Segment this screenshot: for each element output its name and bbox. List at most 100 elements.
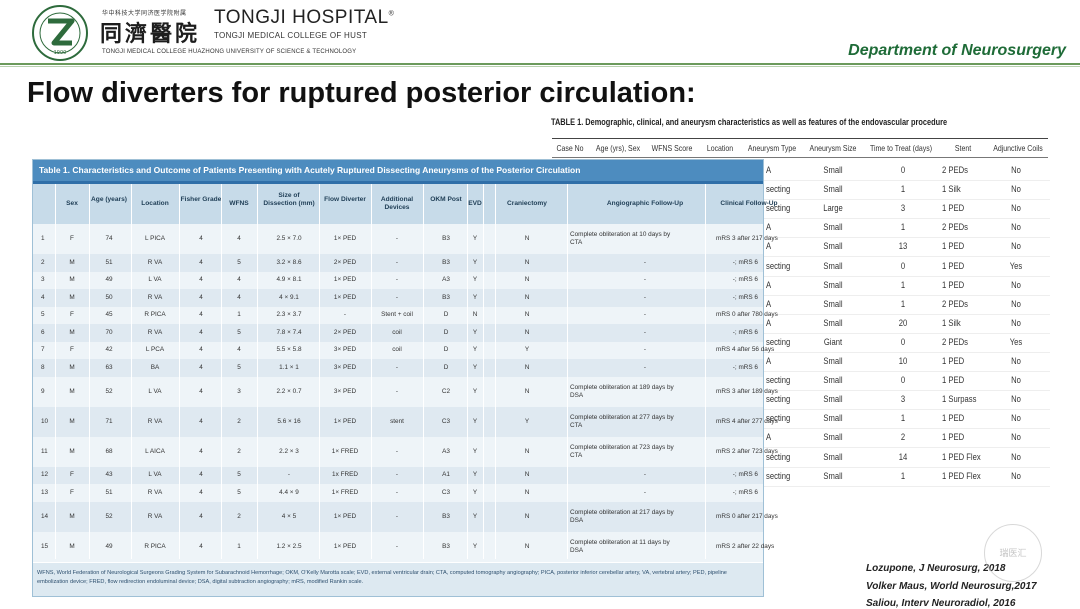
- table1-header-cell: Sex: [66, 200, 78, 207]
- table1-cell: 4: [199, 328, 203, 336]
- table1-cell: 1: [237, 311, 241, 319]
- table2-cell: A: [766, 356, 772, 366]
- table2-cell: Small: [823, 260, 843, 271]
- table1-cell: 4: [199, 387, 203, 395]
- table2-cell: 0: [900, 165, 906, 175]
- table1-cell: N: [472, 311, 478, 319]
- table2-cell: Yes: [1009, 260, 1023, 271]
- table1-cell: -; mRS 6: [732, 276, 758, 284]
- table2-cell: Small: [823, 317, 843, 328]
- table-row: A Small 2 1 PED No: [764, 428, 1050, 449]
- table2-cell: Small: [823, 394, 843, 405]
- table1-cell: -: [643, 363, 647, 371]
- table1-header-cell: OKM Post: [430, 196, 462, 203]
- department-name: Department of Neurosurgery: [848, 42, 1066, 59]
- table1-cell: 71: [105, 417, 113, 425]
- table2-cell: 1: [900, 279, 906, 290]
- table1-cell: 4: [199, 447, 203, 455]
- table1-cell: -: [643, 328, 647, 336]
- table1-cell: -: [395, 293, 399, 301]
- table-row: secting Small 0 1 PED No: [764, 371, 1050, 392]
- table1-cell: 52: [105, 387, 113, 395]
- table2-top-rule: [552, 138, 1048, 139]
- table1-cell: F: [70, 235, 74, 242]
- table1-cell: 50: [105, 293, 113, 301]
- table-row: A Small 1 2 PEDs No: [764, 295, 1050, 315]
- table2-cell: secting: [766, 451, 791, 462]
- table-row: A Small 0 2 PEDs No: [764, 161, 1050, 181]
- table1-cell: R VA: [147, 258, 163, 266]
- table1-cell: 13: [41, 488, 49, 496]
- table2-cell: 1: [900, 470, 906, 481]
- table2-cell: 2 PEDs: [942, 298, 968, 309]
- table2-cell: 1: [900, 413, 906, 424]
- table1-cell: 2.2 × 3: [279, 447, 299, 455]
- table1-footnote: WFNS, World Federation of Neurological S…: [37, 570, 727, 585]
- hospital-name-en: TONGJI HOSPITAL®: [214, 7, 394, 29]
- table2-header-cell: Adjunctive Coils: [993, 143, 1043, 153]
- table1-cell: Y: [524, 346, 530, 354]
- table1-cell: B3: [442, 235, 450, 242]
- table1-cell: 51: [105, 258, 113, 266]
- table1-cell: 2.5 × 7.0: [276, 235, 302, 242]
- table1-cell: M: [69, 512, 75, 520]
- table2-header-cell: Stent: [954, 143, 972, 153]
- table1-cell: 51: [105, 488, 113, 496]
- table1-cell: D: [443, 311, 449, 319]
- table1-cell: 1.1 × 1: [279, 363, 299, 371]
- table1-cell: -: [395, 276, 399, 284]
- table1-cell: 4: [41, 293, 45, 301]
- table-row: 12 F 43 L VA 4 5 - 1x FRED - A1 Y N - -; mRS 6: [33, 466, 763, 485]
- table1-cell: 3× PED: [333, 387, 357, 395]
- table1-cell: 1.2 × 2.5: [276, 542, 302, 550]
- table1-header-cell: Fisher Grade: [180, 196, 222, 203]
- table1-header-cell: Flow Diverter: [324, 196, 366, 203]
- table1-cell: mRS 4 after 277 days: [716, 417, 778, 425]
- table1-header-cell: Additional Devices: [380, 196, 414, 211]
- table1-cell: 3× PED: [333, 346, 357, 354]
- table2-cell: 3: [900, 394, 906, 405]
- table1-cell: 1× PED: [333, 512, 357, 520]
- table1-cell: Y: [472, 542, 478, 550]
- table1-cell: N: [524, 542, 530, 550]
- table1-cell: 2: [237, 447, 241, 455]
- table1-cell: 5: [237, 471, 241, 479]
- table1-cell: F: [70, 311, 74, 319]
- logo-year: 1900: [54, 50, 67, 56]
- table1-cell: -: [395, 542, 399, 550]
- table1-cell: -; mRS 6: [732, 328, 758, 336]
- table2-cell: 1 PED: [942, 203, 965, 214]
- table1-cell: mRS 3 after 189 days: [716, 387, 778, 395]
- table2-cell: secting: [766, 260, 791, 271]
- table1-cell: -: [395, 447, 399, 455]
- table-row: A Small 13 1 PED No: [764, 237, 1050, 258]
- table1-column-divider: [55, 184, 56, 559]
- table2-header-cell: Time to Treat (days): [869, 143, 933, 153]
- table1-cell: N: [524, 328, 530, 336]
- table2-cell: 1 PED: [942, 356, 965, 366]
- table2-cell: Small: [823, 413, 843, 424]
- table1-cell: Stent + coil: [381, 311, 413, 319]
- table1-cell: -: [395, 512, 399, 520]
- table1-header-row: Sex Age (years) Location Fisher Grade WFNS Si…: [33, 184, 778, 224]
- table1-cell: Y: [472, 488, 478, 496]
- table1-cell: Y: [472, 328, 478, 336]
- table1-cell: -: [643, 293, 647, 301]
- table1-cell: Complete obliteration at 10 days by CTA: [570, 231, 671, 246]
- table1-cell: A1: [442, 471, 450, 479]
- table-row: secting Small 1 1 PED Flex No: [764, 467, 1050, 487]
- table2-cell: secting: [766, 470, 791, 481]
- table1-cell: M: [69, 542, 75, 550]
- table1-cell: 3: [41, 276, 45, 284]
- table1-cell: 6: [41, 328, 45, 336]
- table2-cell: 1 PED Flex: [942, 451, 981, 462]
- table2-cell: 1 PED: [942, 375, 965, 386]
- table1-cell: Y: [524, 417, 530, 425]
- table-row: A Small 1 2 PEDs No: [764, 218, 1050, 239]
- table-row: 9 M 52 L VA 4 3 2.2 × 0.7 3× PED - C2 Y N Complete o…: [33, 376, 778, 408]
- table2-cell: No: [1011, 203, 1021, 214]
- table2-cell: A: [766, 432, 772, 443]
- table1-cell: 63: [105, 363, 113, 371]
- table1-cell: 1× PED: [333, 276, 357, 284]
- table1-cell: 42: [105, 346, 113, 354]
